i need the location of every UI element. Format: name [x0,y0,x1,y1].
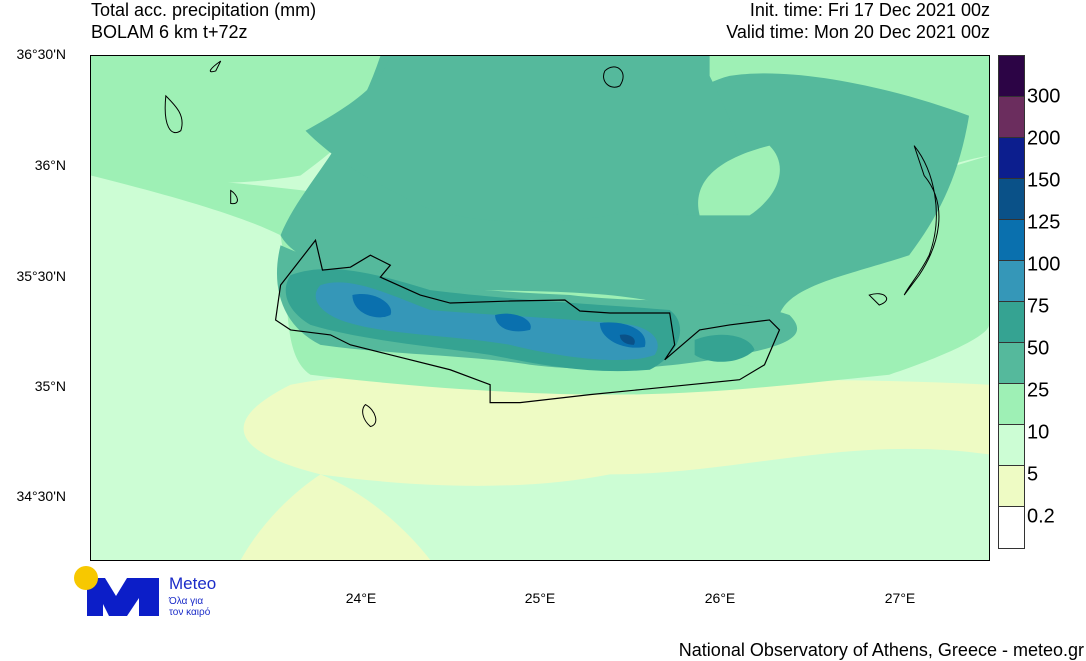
precipitation-map [90,55,990,561]
legend-label: 5 [1027,463,1039,486]
lon-label: 26°E [704,590,736,606]
legend-swatch [999,384,1024,425]
legend-label: 100 [1027,253,1061,276]
legend-label: 150 [1027,169,1061,192]
legend-swatch [999,507,1024,548]
field-125 [352,294,392,318]
legend-swatch [999,179,1024,220]
legend-swatch [999,261,1024,302]
legend-label: 200 [1027,127,1061,150]
field-5 [240,474,431,560]
lon-label: 27°E [884,590,916,606]
coastline-crete [274,238,781,404]
init-time: Init. time: Fri 17 Dec 2021 00z [749,0,990,20]
field-100 [315,282,658,360]
logo-name: Meteo [169,574,217,593]
color-legend [998,55,1025,549]
chart-title: Total acc. precipitation (mm) [91,0,317,20]
legend-label: 25 [1027,379,1050,402]
logo-tagline-2: τον καιρό [169,607,211,618]
legend-swatch [999,56,1024,97]
lon-label: 24°E [345,590,377,606]
coastline-island [164,60,940,428]
legend-swatch [999,138,1024,179]
field-5 [243,375,989,486]
lat-label: 36°N [34,157,66,173]
legend-swatch [999,302,1024,343]
logo-tagline: Όλα για τον καιρό [169,596,210,618]
field-75 [694,334,755,362]
legend-swatch [999,343,1024,384]
legend-label: 125 [1027,211,1061,234]
legend-swatch [999,425,1024,466]
legend-label: 75 [1027,295,1050,318]
legend-label: 50 [1027,337,1050,360]
logo-tagline-1: Όλα για [169,596,204,607]
lat-label: 34°30'N [16,488,66,504]
valid-time: Valid time: Mon 20 Dec 2021 00z [726,22,990,42]
lat-label: 35°N [34,378,66,394]
model-label: BOLAM 6 km t+72z [91,22,248,42]
meteo-logo: Meteo Όλα για τον καιρό [73,566,216,623]
field-150 [619,334,635,345]
field-125 [495,313,531,332]
meteo-m-icon [74,566,159,616]
footer-credit: National Observatory of Athens, Greece -… [678,640,1084,660]
legend-label: 0.2 [1027,505,1055,528]
field-25-inner [698,145,780,216]
legend-swatch [999,97,1024,138]
legend-swatch [999,220,1024,261]
legend-label: 300 [1027,85,1061,108]
lon-label: 25°E [524,590,556,606]
legend-label: 10 [1027,421,1050,444]
legend-swatch [999,466,1024,507]
lat-label: 36°30'N [16,46,66,62]
field-50 [305,56,743,222]
lat-label: 35°30'N [16,268,66,284]
